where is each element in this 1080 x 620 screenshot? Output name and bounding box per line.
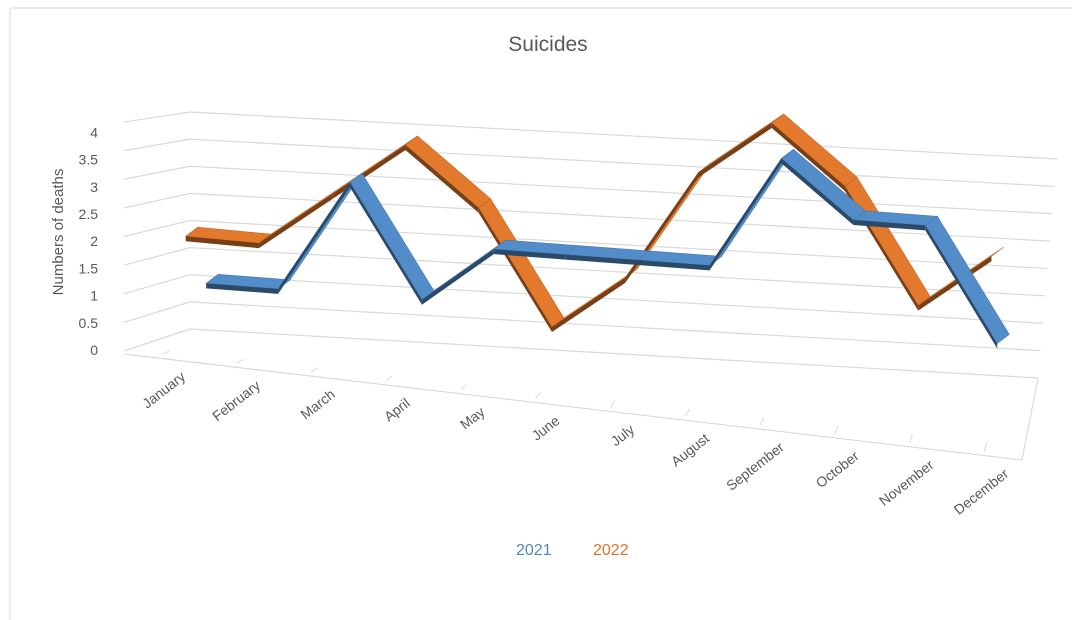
- x-tick-label: December: [951, 465, 1012, 518]
- legend-entry-2021: 2021: [516, 542, 552, 559]
- x-tick-label: May: [457, 404, 488, 433]
- y-tick-label: 2: [90, 233, 98, 249]
- gridline: [189, 111, 1058, 160]
- floor-right-edge: [1021, 377, 1039, 461]
- series-2022-ribbon-side: [698, 123, 772, 178]
- series-2022-ribbon-top: [478, 198, 565, 328]
- gridline-side: [123, 111, 191, 123]
- y-tick-label: 0.5: [79, 315, 99, 331]
- floor-divider: [759, 417, 765, 426]
- x-tick-label: November: [876, 456, 937, 509]
- gridline-side: [123, 301, 191, 323]
- floor-divider: [385, 375, 393, 382]
- y-tick-label: 1.5: [79, 260, 99, 276]
- floor-divider: [610, 400, 616, 408]
- gridline-side: [123, 192, 191, 209]
- x-tick-label: April: [381, 395, 413, 425]
- floor-divider: [236, 358, 244, 364]
- gridline: [189, 192, 1050, 242]
- x-tick-label: July: [608, 421, 637, 449]
- series-2022-ribbon-top: [332, 135, 418, 195]
- x-tick-label: January: [139, 368, 188, 411]
- y-tick-label: 4: [90, 124, 98, 140]
- x-tick-label: August: [668, 430, 712, 470]
- floor-divider: [310, 367, 319, 373]
- gridline-side: [123, 219, 191, 238]
- floor-divider: [161, 350, 170, 355]
- series-2022-ribbon-side: [405, 144, 479, 213]
- y-tick-label: 0: [90, 342, 98, 358]
- floor-divider: [460, 383, 467, 391]
- x-tick-label: March: [297, 386, 338, 423]
- floor-front-edge: [123, 353, 1023, 461]
- floor-divider: [834, 425, 839, 435]
- series-2021-ribbon-side: [853, 219, 926, 231]
- gridlines: [123, 111, 1058, 461]
- series-2021-ribbon-side: [421, 249, 494, 305]
- gridline: [189, 274, 1043, 324]
- legend-entry-2022: 2022: [593, 542, 629, 559]
- x-tick-label: February: [209, 377, 263, 424]
- series-2021: [205, 148, 1010, 349]
- series-2021-ribbon-side: [278, 182, 350, 294]
- y-tick-label: 2.5: [79, 206, 99, 222]
- gridline: [189, 301, 1041, 352]
- floor-divider: [984, 441, 988, 452]
- gridline: [189, 138, 1055, 187]
- series-2021-ribbon-side: [349, 182, 422, 305]
- series-2021-ribbon-side: [781, 158, 854, 225]
- series-layer: [184, 113, 1010, 349]
- gridline: [189, 328, 1039, 379]
- series-2022-ribbon-side: [771, 123, 845, 192]
- chart-title: Suicides: [508, 33, 587, 56]
- gridline-side: [123, 274, 191, 295]
- y-tick-label: 3: [90, 179, 98, 195]
- series-2022-ribbon-top: [551, 268, 638, 328]
- gridline: [189, 247, 1046, 297]
- series-2021-ribbon-side: [565, 254, 638, 265]
- x-tick-label: September: [723, 439, 787, 494]
- y-tick-label: 1: [90, 288, 98, 304]
- series-2022-ribbon-side: [185, 236, 259, 249]
- series-2021-ribbon-top: [349, 172, 435, 301]
- series-2021-ribbon-side: [206, 283, 279, 294]
- gridline: [189, 165, 1053, 215]
- series-2021-ribbon-side: [925, 225, 998, 349]
- series-2022-ribbon-side: [478, 207, 552, 333]
- y-axis-title: Numbers of deaths: [50, 169, 67, 296]
- series-2021-ribbon-side: [637, 259, 710, 271]
- x-tick-label: June: [529, 412, 563, 443]
- series-2022-ribbon-top: [404, 135, 492, 209]
- legend: 2021 2022: [516, 542, 629, 559]
- gridline-side: [123, 328, 191, 352]
- floor-divider: [909, 433, 913, 443]
- gridline-side: [123, 247, 191, 266]
- gridline-side: [123, 165, 191, 180]
- series-2021-ribbon-side: [709, 158, 782, 271]
- chart-border: [9, 7, 1072, 620]
- floor-divider: [684, 408, 690, 417]
- floor-divider: [535, 392, 542, 399]
- series-2022-ribbon-side: [918, 256, 992, 311]
- series-2022-ribbon-side: [551, 277, 626, 333]
- series-2021-ribbon-side: [493, 249, 566, 260]
- series-2022-ribbon-side: [258, 194, 333, 249]
- y-axis-ticks: 0 0.5 1 1.5 2 2.5 3 3.5 4: [79, 124, 99, 358]
- series-2021-ribbon-top: [924, 215, 1010, 344]
- series-2022-ribbon-top: [844, 176, 931, 307]
- y-tick-label: 3.5: [79, 152, 99, 168]
- x-tick-label: October: [813, 447, 862, 490]
- gridline-side: [123, 138, 191, 152]
